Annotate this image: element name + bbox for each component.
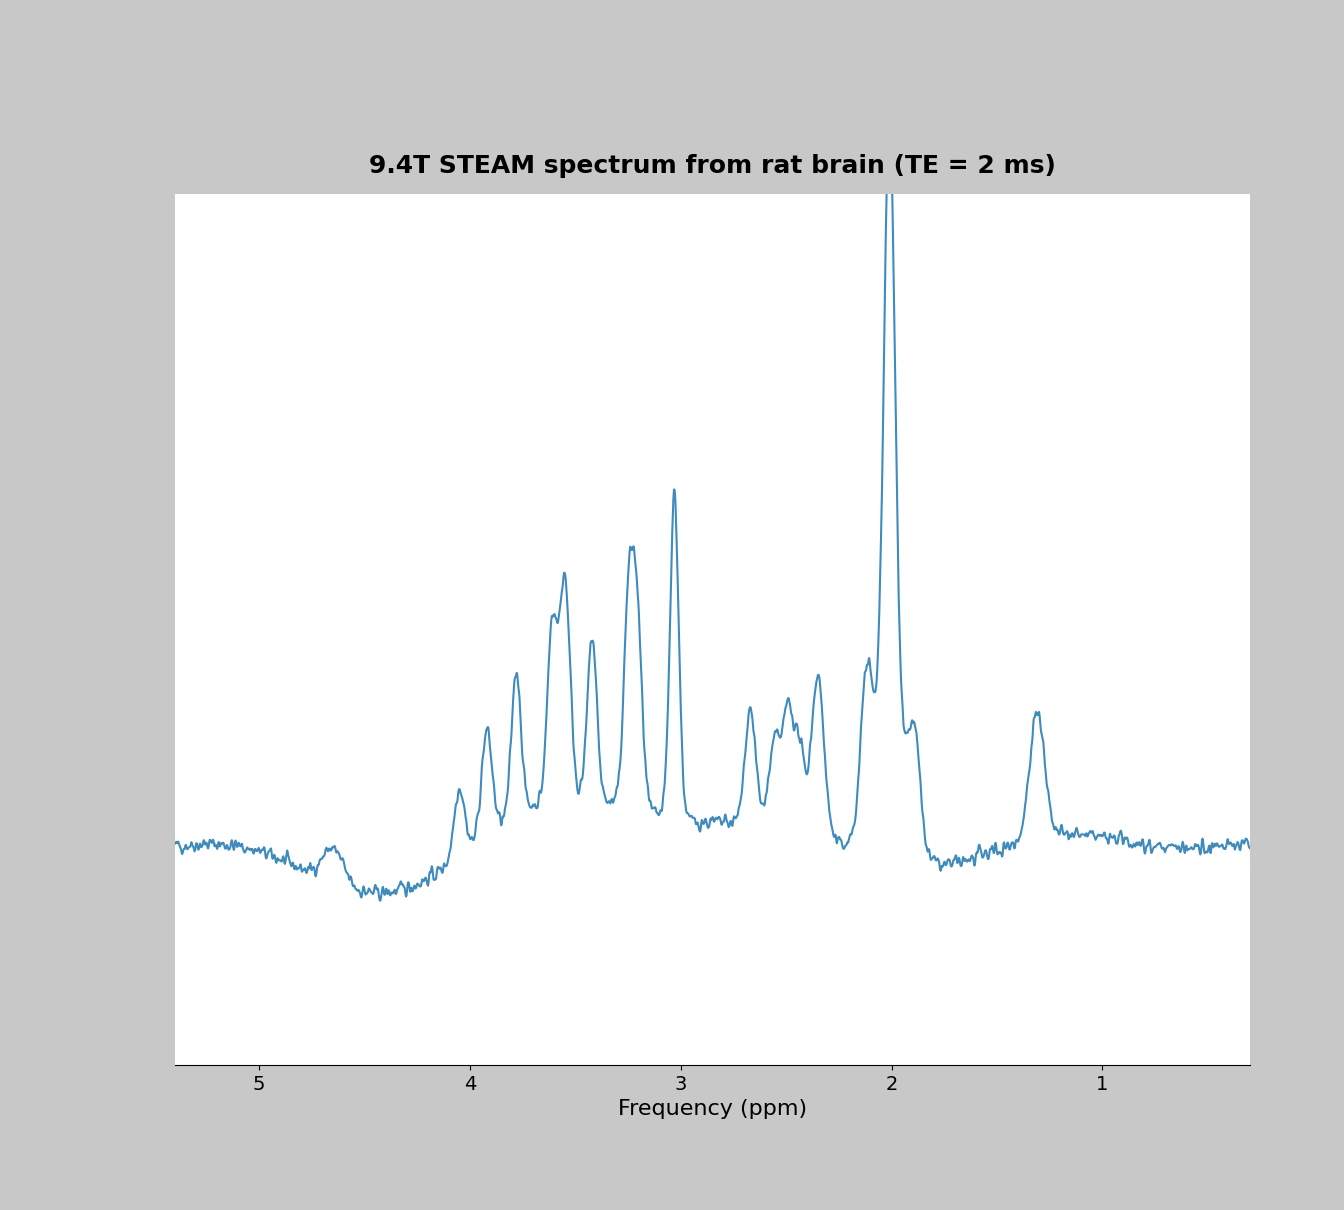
- Title: 9.4T STEAM spectrum from rat brain (TE = 2 ms): 9.4T STEAM spectrum from rat brain (TE =…: [368, 154, 1056, 178]
- X-axis label: Frequency (ppm): Frequency (ppm): [618, 1099, 806, 1119]
